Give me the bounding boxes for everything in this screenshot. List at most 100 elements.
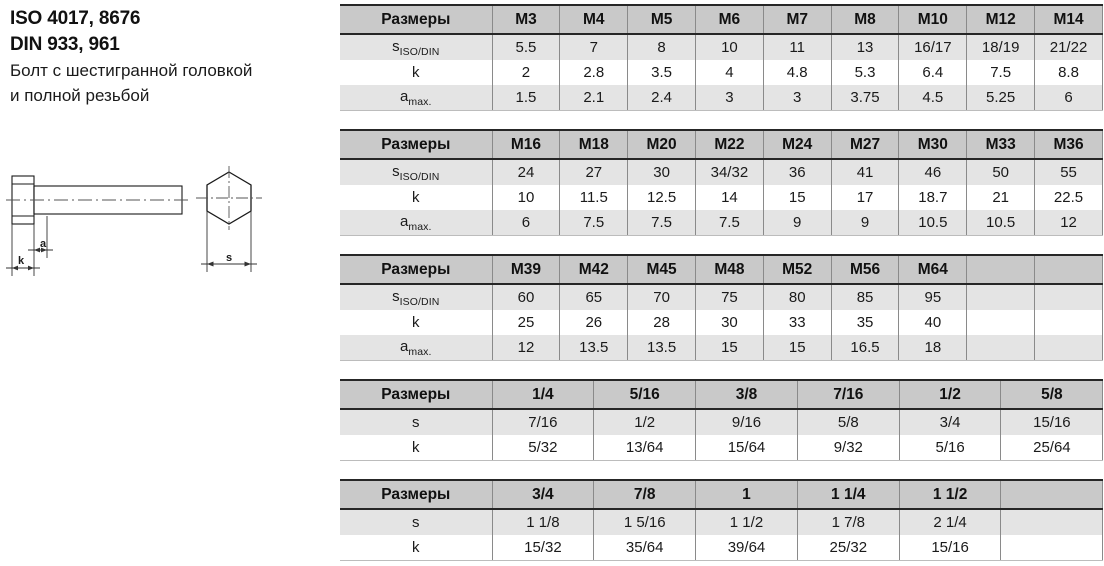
table-cell: 6 bbox=[491, 210, 561, 236]
column-header-M52: M52 bbox=[762, 254, 832, 285]
table-cell: 2 1/4 bbox=[898, 509, 1002, 535]
table-cell: 10 bbox=[491, 185, 561, 210]
table-cell: 46 bbox=[898, 159, 968, 185]
table-cell: 30 bbox=[695, 310, 764, 335]
column-header-M45: M45 bbox=[627, 254, 696, 285]
row-label-s-ISODIN: sISO/DIN bbox=[340, 284, 493, 310]
row-label-s: s bbox=[340, 409, 493, 435]
table-cell: 34/32 bbox=[695, 159, 764, 185]
column-header-M42: M42 bbox=[559, 254, 629, 285]
table-cell: 21 bbox=[966, 185, 1036, 210]
table-cell: 15/64 bbox=[695, 435, 798, 461]
row-label-subscript: max. bbox=[408, 95, 432, 108]
table-cell: 6 bbox=[1034, 85, 1103, 111]
column-header-1-1-2: 1 1/2 bbox=[898, 479, 1002, 510]
table-cell: 27 bbox=[559, 159, 629, 185]
row-label-a-max: amax. bbox=[340, 210, 493, 236]
column-header-empty bbox=[1034, 254, 1103, 285]
table-cell: 11 bbox=[762, 34, 832, 60]
column-header-M3: M3 bbox=[491, 4, 561, 35]
table-cell: 3 bbox=[762, 85, 832, 111]
table-cell: 10 bbox=[695, 34, 764, 60]
table-cell: 35/64 bbox=[593, 535, 697, 561]
column-header-1: 1 bbox=[695, 479, 798, 510]
table-row: sISO/DIN 60 65 70 75 80 85 95 bbox=[340, 284, 1103, 310]
column-header-5-8: 5/8 bbox=[1000, 379, 1104, 410]
dimension-label-k: k bbox=[18, 255, 25, 267]
column-header-M10: M10 bbox=[898, 4, 968, 35]
table-cell: 7.5 bbox=[627, 210, 696, 236]
column-header-1-4: 1/4 bbox=[491, 379, 595, 410]
column-header-M56: M56 bbox=[830, 254, 900, 285]
table-row: k 10 11.5 12.5 14 15 17 18.7 21 22.5 bbox=[340, 185, 1103, 210]
table-cell: 80 bbox=[762, 284, 832, 310]
table-cell: 15/32 bbox=[491, 535, 595, 561]
table-cell: 13.5 bbox=[559, 335, 629, 361]
column-header-sizes: Размеры bbox=[340, 4, 493, 35]
table-cell: 10.5 bbox=[898, 210, 968, 236]
table-cell: 70 bbox=[627, 284, 696, 310]
table-cell: 17 bbox=[830, 185, 900, 210]
table-cell: 9 bbox=[830, 210, 900, 236]
table-header-row: Размеры M16 M18 M20 M22 M24 M27 M30 M33 M36 bbox=[340, 129, 1103, 160]
column-header-5-16: 5/16 bbox=[593, 379, 697, 410]
table-cell: 1 1/8 bbox=[491, 509, 595, 535]
table-cell: 55 bbox=[1034, 159, 1103, 185]
table-cell: 9 bbox=[762, 210, 832, 236]
table-cell-empty bbox=[1034, 310, 1103, 335]
table-cell: 12 bbox=[491, 335, 561, 361]
column-header-7-16: 7/16 bbox=[796, 379, 900, 410]
table-cell: 13.5 bbox=[627, 335, 696, 361]
column-header-empty bbox=[966, 254, 1036, 285]
table-cell: 40 bbox=[898, 310, 968, 335]
table-cell: 15 bbox=[762, 335, 832, 361]
spec-table-4: Размеры 1/4 5/16 3/8 7/16 1/2 5/8 s 7/16 1/2 9/16 5… bbox=[340, 379, 1104, 461]
standard-line-iso: ISO 4017, 8676 bbox=[10, 8, 141, 29]
table-cell: 1 7/8 bbox=[796, 509, 900, 535]
table-cell: 9/16 bbox=[695, 409, 798, 435]
row-label-k: k bbox=[340, 310, 493, 335]
table-cell: 50 bbox=[966, 159, 1036, 185]
table-cell: 8 bbox=[627, 34, 696, 60]
column-header-3-8: 3/8 bbox=[695, 379, 798, 410]
table-cell: 8.8 bbox=[1034, 60, 1103, 85]
table-cell: 35 bbox=[830, 310, 900, 335]
column-header-sizes: Размеры bbox=[340, 129, 493, 160]
table-cell: 7 bbox=[559, 34, 629, 60]
table-cell: 9/32 bbox=[796, 435, 900, 461]
table-cell-empty bbox=[1034, 284, 1103, 310]
column-header-M48: M48 bbox=[695, 254, 764, 285]
table-row: k 15/32 35/64 39/64 25/32 15/16 bbox=[340, 535, 1104, 561]
column-header-M24: M24 bbox=[762, 129, 832, 160]
table-cell: 33 bbox=[762, 310, 832, 335]
table-cell: 13 bbox=[830, 34, 900, 60]
table-cell: 5.5 bbox=[491, 34, 561, 60]
table-cell: 65 bbox=[559, 284, 629, 310]
table-cell: 22.5 bbox=[1034, 185, 1103, 210]
table-row: amax. 12 13.5 13.5 15 15 16.5 18 bbox=[340, 335, 1103, 361]
table-cell: 6.4 bbox=[898, 60, 968, 85]
dimension-s bbox=[201, 211, 257, 272]
table-cell-empty bbox=[966, 310, 1036, 335]
table-cell: 2.8 bbox=[559, 60, 629, 85]
table-cell: 2.4 bbox=[627, 85, 696, 111]
column-header-3-4: 3/4 bbox=[491, 479, 595, 510]
spec-table-2: Размеры M16 M18 M20 M22 M24 M27 M30 M33 M36 sISO/D… bbox=[340, 129, 1103, 236]
table-row: sISO/DIN 24 27 30 34/32 36 41 46 50 55 bbox=[340, 159, 1103, 185]
table-cell: 2 bbox=[491, 60, 561, 85]
row-label-k: k bbox=[340, 60, 493, 85]
table-cell: 60 bbox=[491, 284, 561, 310]
dimension-k bbox=[6, 224, 40, 276]
column-header-1-1-4: 1 1/4 bbox=[796, 479, 900, 510]
column-header-M8: M8 bbox=[830, 4, 900, 35]
table-cell-empty bbox=[1034, 335, 1103, 361]
table-row: amax. 1.5 2.1 2.4 3 3 3.75 4.5 5.25 6 bbox=[340, 85, 1103, 111]
table-cell: 28 bbox=[627, 310, 696, 335]
table-row: sISO/DIN 5.5 7 8 10 11 13 16/17 18/19 21/22 bbox=[340, 34, 1103, 60]
row-label-k: k bbox=[340, 535, 493, 561]
column-header-M30: M30 bbox=[898, 129, 968, 160]
row-label-k: k bbox=[340, 435, 493, 461]
table-cell: 30 bbox=[627, 159, 696, 185]
row-label-subscript: ISO/DIN bbox=[399, 45, 440, 58]
